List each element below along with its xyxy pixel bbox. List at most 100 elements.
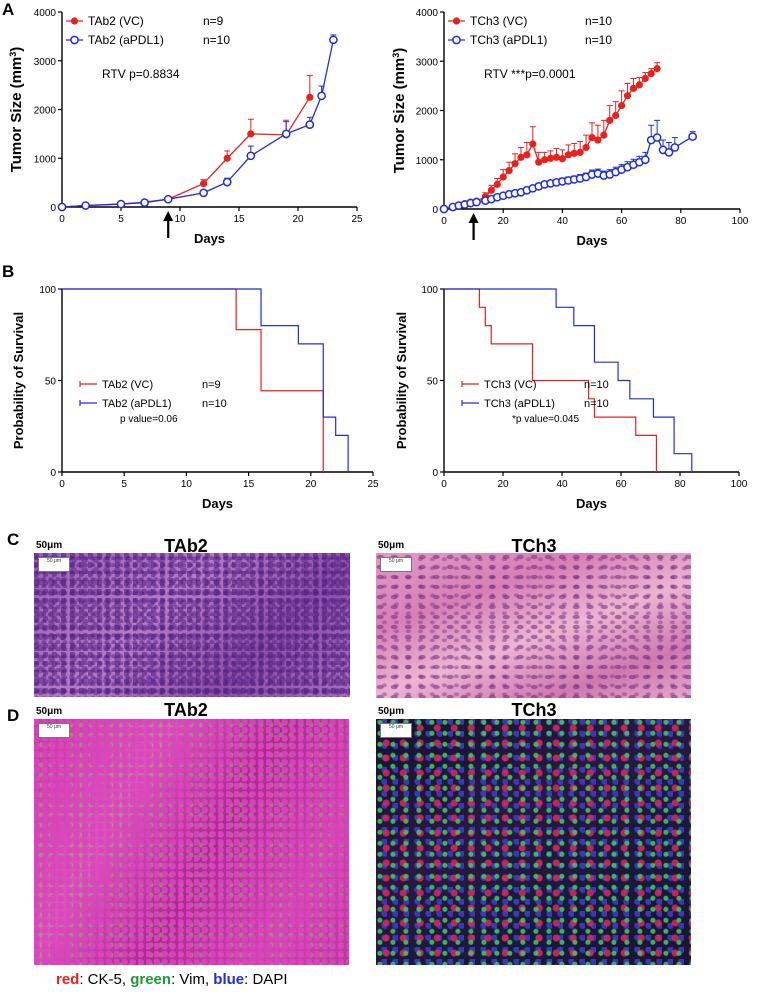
y-tick-label: 50	[45, 377, 57, 388]
if-tab2-micrograph: 50 μm	[34, 719, 349, 965]
data-point	[588, 133, 596, 142]
data-point	[664, 148, 674, 157]
x-tick-label: 0	[441, 479, 447, 490]
panel-letter-c: C	[7, 530, 20, 549]
y-tick-label: 1000	[34, 154, 57, 165]
if-tab2-scale-label: 50μm	[36, 706, 63, 717]
data-point	[199, 188, 208, 198]
data-point	[472, 197, 481, 207]
data-point	[57, 202, 67, 212]
x-axis-title: Days	[194, 231, 225, 246]
data-point	[317, 91, 326, 101]
data-point	[612, 111, 620, 120]
data-point	[439, 204, 449, 214]
x-tick-label: 60	[616, 216, 628, 227]
data-point	[552, 153, 561, 161]
data-point	[558, 155, 566, 163]
x-tick-label: 20	[292, 214, 304, 225]
y-axis-title: Tumor Size (mm3)	[391, 48, 408, 174]
legend-label-1: TCh3 (aPDL1)	[470, 33, 547, 47]
x-tick-label: 0	[441, 216, 447, 227]
data-point	[582, 143, 590, 152]
legend-label-0: TAb2 (VC)	[102, 379, 153, 391]
x-tick-label: 5	[121, 479, 127, 490]
if-tch3-title: TCh3	[511, 700, 557, 720]
legend-n-0: n=9	[202, 379, 221, 391]
legend-marker-0	[452, 17, 461, 25]
y-tick-label: 1000	[416, 156, 439, 167]
survival-curve-1	[62, 288, 349, 472]
he-tch3-micrograph: 50 μm	[376, 553, 691, 698]
x-tick-label: 100	[732, 216, 749, 227]
y-tick-label: 0	[50, 203, 56, 214]
data-point	[606, 116, 614, 124]
data-point	[570, 149, 578, 157]
data-point	[140, 198, 149, 207]
x-tick-label: 80	[675, 216, 687, 227]
x-tick-label: 20	[497, 479, 509, 490]
he-tch3-scale-box: 50 μm	[380, 557, 412, 572]
data-point	[623, 92, 632, 100]
x-tick-label: 15	[243, 479, 255, 490]
data-point	[222, 177, 232, 187]
data-point	[499, 173, 507, 181]
panel-letter-d: D	[7, 706, 20, 725]
tumor-growth-chart-tab2: 0 1000 2000 3000 4000 0 5 10 15 20 25 Days Tumor Siz…	[8, 8, 363, 246]
x-tick-label: 40	[557, 216, 569, 227]
data-point	[564, 151, 572, 159]
survival-chart-tch3: 0 50 100 0 20 40 60 80 100 Days Probability of Sur…	[394, 285, 748, 511]
legend-label-0: TCh3 (VC)	[484, 379, 537, 391]
stat-annotation: RTV ***p=0.0001	[484, 67, 576, 81]
data-point	[640, 155, 650, 165]
series-line-0	[443, 68, 658, 210]
legend-marker-0	[70, 17, 79, 25]
y-tick-label: 4000	[34, 8, 57, 19]
data-point	[223, 154, 231, 162]
data-point	[535, 158, 543, 166]
treatment-arrow-head	[163, 211, 174, 221]
data-point	[163, 194, 173, 204]
x-axis-title: Days	[576, 233, 607, 248]
he-tab2-micrograph: 50 μm	[34, 553, 350, 697]
x-tick-label: 60	[615, 479, 627, 490]
x-tick-label: 25	[367, 479, 379, 490]
legend-label-1: TAb2 (aPDL1)	[88, 33, 164, 47]
data-point	[487, 186, 495, 194]
y-tick-label: 50	[427, 377, 439, 388]
if-tch3-micrograph: 50 μm	[376, 719, 691, 965]
x-tick-label: 40	[556, 479, 568, 490]
legend-marker-1	[70, 35, 79, 45]
legend-n-0: n=10	[585, 14, 612, 28]
if-tab2-scale-box: 50 μm	[38, 723, 70, 738]
stain-legend-red: red	[56, 971, 80, 988]
panel-letter-a: A	[2, 0, 15, 19]
he-tab2-scale-box: 50 μm	[38, 557, 70, 572]
x-axis-title: Days	[576, 496, 607, 511]
y-tick-label: 2000	[34, 106, 57, 117]
y-axis-title: Tumor Size (mm3)	[8, 47, 25, 173]
data-point	[523, 151, 531, 159]
survival-chart-tab2: 0 50 100 0 5 10 15 20 25 Days Probability of Survi…	[11, 285, 379, 511]
stain-legend-green-text: : Vim,	[171, 971, 214, 988]
survival-curve-0	[444, 288, 657, 472]
legend-n-1: n=10	[584, 398, 609, 410]
data-point	[618, 101, 626, 110]
data-point	[306, 93, 314, 101]
data-point	[505, 166, 513, 175]
data-point	[541, 156, 549, 164]
x-tick-label: 80	[674, 479, 686, 490]
y-tick-label: 3000	[416, 57, 439, 68]
x-tick-label: 10	[174, 214, 186, 225]
legend-label-1: TAb2 (aPDL1)	[102, 398, 172, 410]
he-tab2-title: TAb2	[164, 536, 208, 556]
data-point	[641, 74, 649, 83]
data-point	[647, 69, 655, 78]
series-line-0	[61, 96, 311, 208]
data-point	[629, 84, 638, 92]
survival-curve-1	[444, 288, 693, 472]
data-point	[81, 201, 90, 210]
x-axis-title: Days	[202, 496, 233, 511]
stat-annotation: p value=0.06	[120, 414, 178, 425]
legend-n-0: n=10	[584, 379, 609, 391]
he-tch3-scale-label: 50μm	[378, 540, 405, 551]
